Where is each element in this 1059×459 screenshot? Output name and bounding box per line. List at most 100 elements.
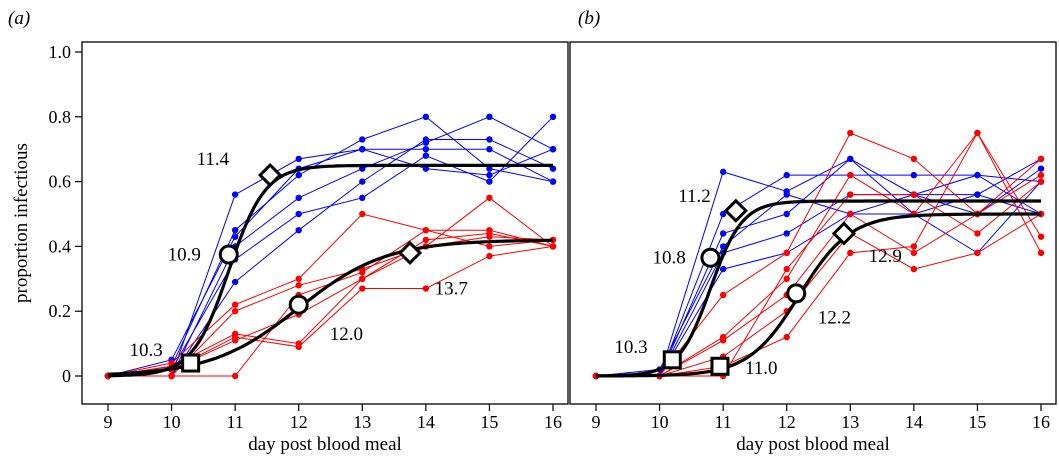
x-tick-label: 16 [1032, 412, 1050, 432]
replicate-point [783, 265, 790, 273]
replicate-point [910, 171, 918, 179]
replicate-point [847, 155, 854, 163]
replicate-point [486, 113, 493, 121]
replicate-point [974, 249, 981, 257]
replicate-point [910, 249, 918, 257]
diamond-marker [397, 240, 423, 266]
replicate-point [359, 275, 366, 282]
x-tick-label: 12 [290, 412, 308, 432]
x-tick-label: 11 [714, 412, 731, 432]
panel-b: (b) 9 10 11 12 13 14 15 16 day post blood meal 10.… [569, 8, 1057, 455]
replicate-point [295, 171, 302, 179]
replicate-point [295, 343, 302, 351]
annotation-label: 10.3 [614, 337, 647, 358]
replicate-point [549, 165, 557, 172]
replicate-point [231, 278, 239, 286]
panel-label: (a) [8, 8, 30, 29]
replicate-point [783, 230, 790, 237]
replicate-point [486, 165, 493, 172]
replicate-point [1037, 178, 1045, 185]
replicate-point [974, 129, 981, 137]
replicate-point [847, 249, 854, 257]
replicate-point [359, 210, 366, 218]
circle-marker [218, 244, 239, 265]
x-tick-label: 10 [651, 412, 669, 432]
x-tick-label: 10 [163, 412, 181, 432]
replicate-point [295, 194, 302, 201]
replicate-line [107, 148, 554, 377]
replicate-point [974, 191, 981, 198]
replicate-point [974, 171, 981, 179]
replicate-line [595, 174, 1042, 377]
panel-label: (b) [578, 8, 600, 29]
replicate-point [231, 191, 239, 198]
diamond-marker [831, 221, 857, 246]
replicate-point [719, 168, 727, 176]
replicate-point [974, 230, 981, 237]
y-tick-label: 0.8 [49, 107, 72, 127]
y-tick-label: 0.2 [49, 301, 72, 321]
circle-marker [288, 294, 309, 315]
replicate-line [108, 197, 554, 377]
diamond-marker [723, 198, 748, 223]
replicate-point [1037, 155, 1045, 163]
replicate-point [783, 210, 790, 218]
replicate-point [422, 152, 430, 159]
x-tick-label: 11 [226, 412, 243, 432]
replicate-point [231, 233, 239, 240]
x-axis-label: day post blood meal [736, 434, 890, 455]
replicate-point [486, 230, 493, 237]
annotation-label: 12.0 [330, 324, 363, 345]
x-tick-label: 9 [592, 412, 601, 432]
replicate-point [359, 146, 366, 153]
replicate-point [295, 227, 302, 234]
replicate-point [783, 275, 790, 282]
y-axis-label: proportion infectious [11, 143, 32, 303]
annotation-label: 12.9 [869, 246, 902, 267]
annotation-label: 10.9 [168, 245, 201, 266]
replicate-point [719, 337, 727, 344]
diamond-marker [257, 162, 283, 188]
x-tick-label: 13 [353, 412, 371, 432]
replicate-point [549, 178, 557, 185]
x-tick-label: 13 [841, 412, 859, 432]
replicate-point [783, 333, 790, 341]
replicate-point [719, 265, 727, 273]
replicate-point [295, 275, 302, 282]
plot-frame [81, 41, 569, 405]
x-tick-label: 12 [778, 412, 796, 432]
replicate-line [107, 116, 554, 377]
annotation-label: 13.7 [435, 279, 468, 300]
replicate-point [549, 113, 557, 121]
replicate-line [596, 174, 1042, 377]
circle-marker [786, 283, 807, 304]
replicate-point [359, 194, 366, 201]
replicate-point [910, 265, 918, 273]
replicate-point [486, 243, 493, 250]
y-tick-label: 0.4 [49, 236, 72, 256]
annotation-label: 10.3 [130, 340, 163, 361]
fitted-curve [596, 212, 1041, 378]
replicate-point [486, 194, 493, 201]
replicate-point [359, 269, 366, 276]
replicate-point [359, 178, 366, 185]
replicate-point [1037, 233, 1045, 240]
replicate-point [847, 191, 854, 198]
replicate-point [168, 372, 175, 380]
y-tick-label: 0.6 [49, 172, 72, 192]
replicate-point [295, 155, 302, 163]
panel-a: (a) 9 10 11 12 13 14 15 16 day post blood meal 0 0.… [8, 8, 569, 455]
replicate-point [422, 113, 430, 121]
replicate-point [783, 249, 790, 257]
x-tick-label: 9 [104, 412, 113, 432]
replicate-point [422, 136, 430, 143]
replicate-point [422, 285, 430, 292]
x-tick-label: 14 [417, 412, 435, 432]
replicate-point [486, 252, 493, 260]
square-marker [662, 350, 682, 370]
replicate-line [596, 194, 1042, 377]
replicate-point [1037, 165, 1045, 172]
replicate-point [231, 337, 239, 344]
x-tick-label: 14 [905, 412, 923, 432]
